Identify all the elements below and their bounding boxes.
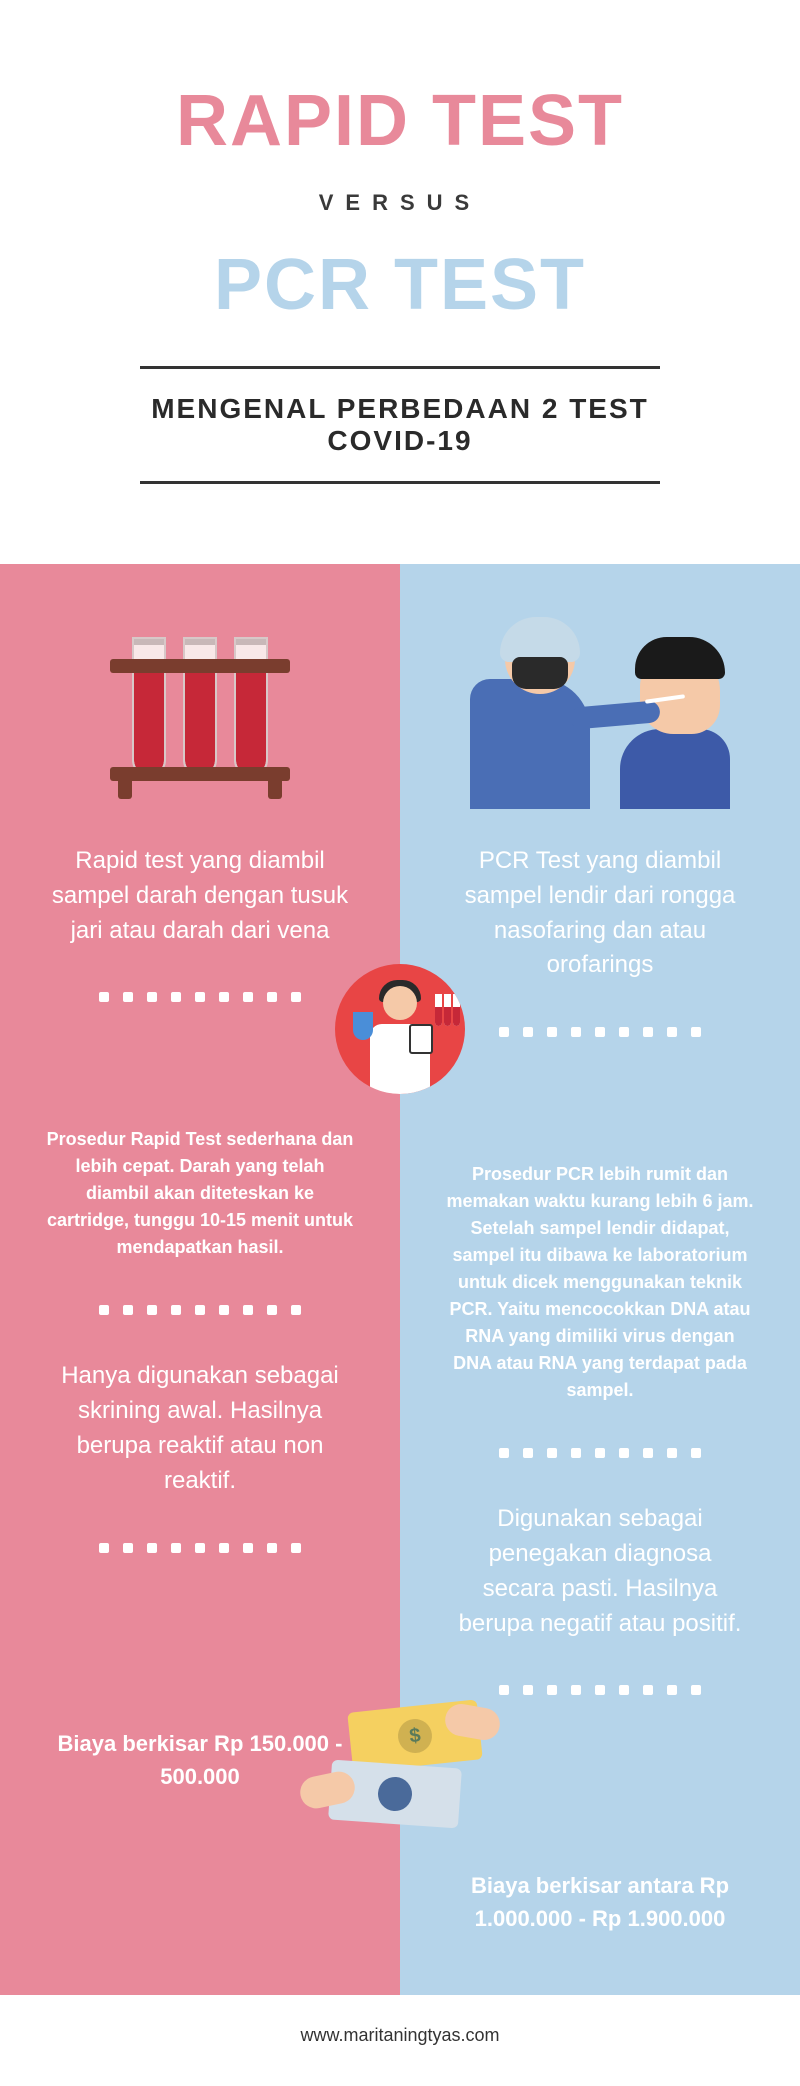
divider: [40, 1543, 360, 1553]
subtitle-box: MENGENAL PERBEDAAN 2 TEST COVID-19: [140, 366, 660, 484]
divider: [440, 1448, 760, 1458]
rapid-title: RAPID TEST: [60, 80, 740, 162]
versus-label: VERSUS: [60, 190, 740, 216]
test-tubes-icon: [40, 614, 360, 814]
pcr-usage-text: Digunakan sebagai penegakan diagnosa sec…: [440, 1502, 760, 1641]
rapid-sample-text: Rapid test yang diambil sampel darah den…: [40, 844, 360, 948]
infographic-container: RAPID TEST VERSUS PCR TEST MENGENAL PERB…: [0, 0, 800, 2086]
divider: [40, 992, 360, 1002]
header: RAPID TEST VERSUS PCR TEST MENGENAL PERB…: [0, 0, 800, 524]
pcr-price-text: Biaya berkisar antara Rp 1.000.000 - Rp …: [440, 1869, 760, 1935]
divider: [40, 1305, 360, 1315]
columns-wrap: $ Rapid: [0, 564, 800, 1995]
rapid-procedure-text: Prosedur Rapid Test sederhana dan lebih …: [40, 1126, 360, 1261]
divider: [440, 1027, 760, 1037]
money-icon: $: [300, 1694, 500, 1834]
rapid-usage-text: Hanya digunakan sebagai skrining awal. H…: [40, 1359, 360, 1498]
footer-url: www.maritaningtyas.com: [0, 1995, 800, 2086]
pcr-title: PCR TEST: [60, 244, 740, 326]
subtitle: MENGENAL PERBEDAAN 2 TEST COVID-19: [140, 393, 660, 457]
scientist-icon: [335, 964, 465, 1094]
pcr-sample-text: PCR Test yang diambil sampel lendir dari…: [440, 844, 760, 983]
pcr-procedure-text: Prosedur PCR lebih rumit dan memakan wak…: [440, 1161, 760, 1404]
swab-test-icon: [440, 614, 760, 814]
